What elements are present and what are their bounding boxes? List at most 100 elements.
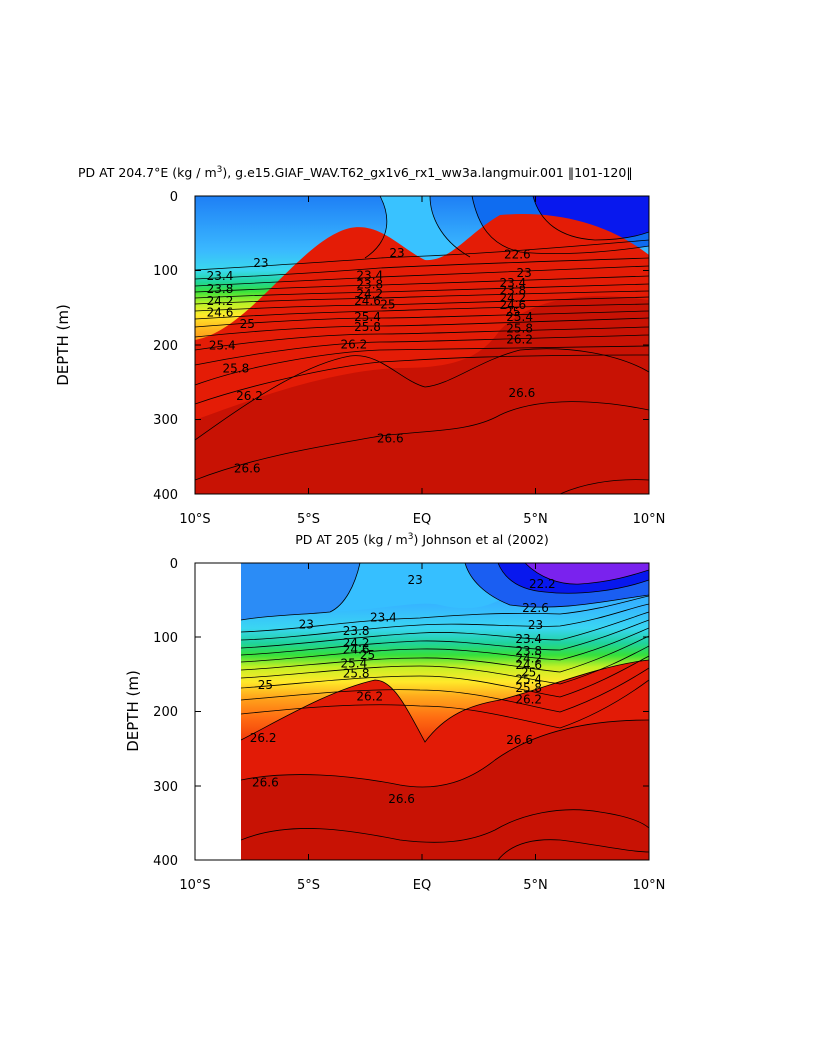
contour-label: 26.6 — [234, 461, 261, 475]
contour-label: 23 — [389, 246, 404, 260]
contour-label: 23.4 — [499, 276, 526, 290]
bottom-x-tick-label: 10°S — [179, 878, 210, 893]
contour-label: 26.2 — [356, 689, 383, 703]
contour-label: 23.4 — [515, 632, 542, 646]
contour-label: 26.2 — [341, 338, 368, 352]
contour-label: 25.8 — [343, 666, 370, 680]
contour-label: 26.2 — [506, 333, 533, 347]
contour-label: 23.4 — [370, 611, 397, 625]
contour-label: 25 — [521, 666, 536, 680]
bottom-y-tick-label: 0 — [170, 557, 178, 572]
contour-label: 23.8 — [356, 277, 383, 291]
contour-label: 25 — [258, 678, 273, 692]
top-y-tick-labels: 0 100 200 300 400 — [153, 190, 178, 503]
top-contour-lines — [195, 196, 649, 494]
bottom-title-sup: 3 — [408, 532, 414, 542]
bottom-title: PD AT 205 (kg / m3) Johnson et al (2002) — [295, 532, 549, 547]
contour-label: 26.2 — [236, 389, 263, 403]
bottom-y-tick-label: 100 — [153, 631, 178, 646]
contour-label: 24.2 — [515, 651, 542, 665]
top-panel: PD AT 204.7°E (kg / m3), g.e15.GIAF_WAV.… — [54, 165, 665, 527]
top-x-tick-label: 5°S — [297, 512, 320, 527]
contour-label: 25.8 — [223, 362, 250, 376]
contour-label: 24.2 — [356, 287, 383, 301]
top-x-tick-label: 5°N — [523, 512, 548, 527]
contour-label: 23 — [299, 617, 314, 631]
bottom-x-tick-label: EQ — [413, 878, 431, 893]
top-y-tick-label: 200 — [153, 339, 178, 354]
contour-label: 23.4 — [356, 268, 383, 282]
contour-label: 25.8 — [506, 321, 533, 335]
contour-label: 26.6 — [506, 733, 533, 747]
contour-label: 24.6 — [354, 294, 381, 308]
contour-label: 25 — [360, 648, 375, 662]
contour-label: 24.2 — [343, 636, 370, 650]
top-y-tick-label: 100 — [153, 264, 178, 279]
bottom-plot-field — [241, 563, 649, 860]
bottom-x-tick-labels: 10°S 5°S EQ 5°N 10°N — [179, 878, 665, 893]
contour-label: 22.2 — [529, 577, 556, 591]
bottom-light-blue-tongue — [330, 563, 500, 612]
bottom-title-main: PD AT 205 (kg / m — [295, 532, 408, 547]
contour-label: 26.2 — [515, 692, 542, 706]
top-x-tick-label: EQ — [413, 512, 431, 527]
contour-label: 26.2 — [250, 731, 277, 745]
top-tick-marks — [194, 195, 650, 494]
top-y-tick-label: 300 — [153, 413, 178, 428]
contour-label: 23.8 — [207, 282, 234, 296]
top-x-tick-label: 10°N — [633, 512, 666, 527]
contour-label: 24.6 — [499, 298, 526, 312]
top-plot-field — [195, 196, 649, 494]
bottom-y-axis-label: DEPTH (m) — [124, 670, 142, 752]
contour-label: 25.4 — [341, 657, 368, 671]
top-x-tick-labels: 10°S 5°S EQ 5°N 10°N — [179, 512, 665, 527]
bottom-y-tick-label: 400 — [153, 854, 178, 869]
contour-label: 24.2 — [499, 291, 526, 305]
top-y-tick-label: 0 — [170, 190, 178, 205]
bottom-purple-region — [525, 563, 649, 585]
contour-label: 23 — [528, 618, 543, 632]
contour-label: 26.6 — [509, 386, 536, 400]
contour-label: 24.2 — [207, 294, 234, 308]
contour-label: 23.8 — [343, 624, 370, 638]
contour-label: 25.4 — [209, 338, 236, 352]
top-x-tick-label: 10°S — [179, 512, 210, 527]
bottom-contour-labels: 232526.226.62323.423.824.224.62525.425.8… — [250, 573, 556, 806]
contour-label: 25.4 — [506, 310, 533, 324]
contour-label: 26.6 — [388, 792, 415, 806]
top-title-rest: ), g.e15.GIAF_WAV.T62_gx1v6_rx1_ww3a.lan… — [222, 165, 632, 180]
bottom-tick-marks — [194, 562, 650, 860]
contour-label: 26.6 — [252, 775, 279, 789]
contour-label: 23 — [253, 256, 268, 270]
top-y-axis-label: DEPTH (m) — [54, 304, 72, 386]
contour-label: 23 — [517, 266, 532, 280]
bottom-y-tick-labels: 0 100 200 300 400 — [153, 557, 178, 869]
top-contour-labels: 2323.423.824.224.62525.425.826.226.62323… — [207, 246, 536, 475]
bottom-x-tick-label: 10°N — [633, 878, 666, 893]
bottom-title-rest: ) Johnson et al (2002) — [413, 532, 548, 547]
top-y-tick-label: 400 — [153, 488, 178, 503]
contour-label: 22.6 — [504, 248, 531, 262]
contour-label: 25.4 — [354, 310, 381, 324]
contour-label: 23.4 — [207, 269, 234, 283]
contour-label: 24.6 — [343, 643, 370, 657]
top-deep-red-region — [195, 296, 649, 494]
contour-label: 26.6 — [377, 432, 404, 446]
bottom-contour-lines — [241, 563, 649, 860]
contour-label: 25 — [240, 317, 255, 331]
contour-label: 24.6 — [515, 658, 542, 672]
top-title-sup: 3 — [217, 165, 223, 175]
bottom-deep-red-region — [241, 720, 649, 860]
contour-label: 23.8 — [515, 644, 542, 658]
contour-label: 24.6 — [207, 306, 234, 320]
contour-label: 25 — [380, 297, 395, 311]
bottom-blue-region — [241, 563, 360, 620]
contour-label: 23.8 — [499, 283, 526, 297]
bottom-panel: PD AT 205 (kg / m3) Johnson et al (2002) — [124, 532, 665, 893]
contour-label: 22.6 — [522, 601, 549, 615]
contour-label: 23 — [408, 573, 423, 587]
bottom-x-tick-label: 5°N — [523, 878, 548, 893]
contour-label: 25.8 — [354, 320, 381, 334]
contour-label: 25.4 — [515, 672, 542, 686]
contour-label: 25 — [505, 305, 520, 319]
